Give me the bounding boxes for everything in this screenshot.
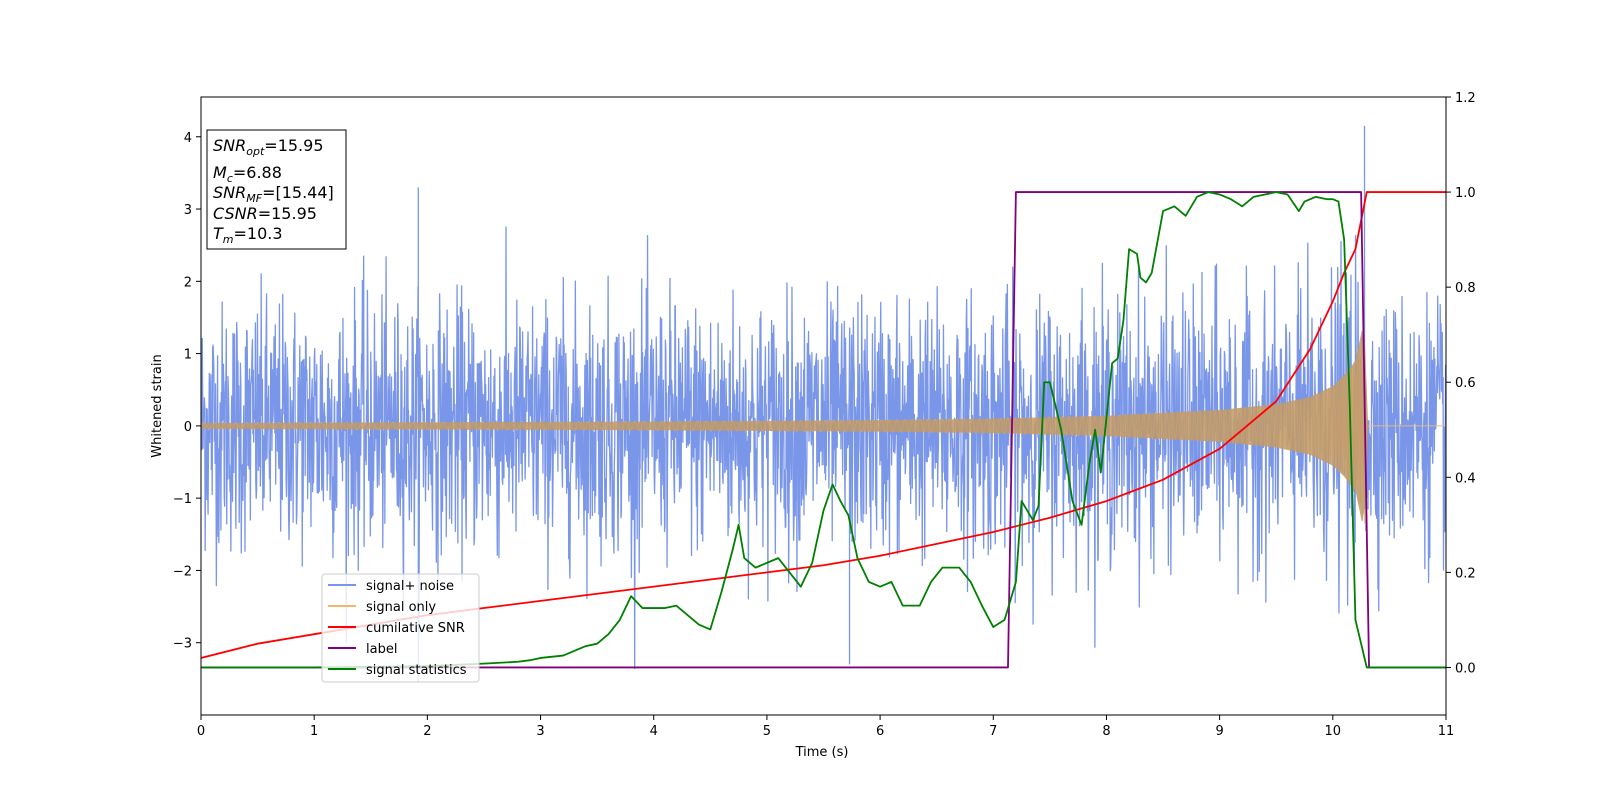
plot-frame	[200, 96, 1447, 716]
x-tick-label: 11	[1438, 724, 1455, 739]
y2-tick-label: 0.8	[1455, 281, 1476, 296]
legend-label-label: label	[366, 642, 397, 657]
y-axis-right: 0.0 0.2 0.4 0.6 0.8 1.0 1.2	[1446, 91, 1476, 676]
series-signal-statistics	[201, 191, 1446, 669]
x-tick-label: 3	[536, 724, 544, 739]
series-signal-only-envelope	[201, 329, 1446, 523]
legend-label-signal-statistics: signal statistics	[366, 663, 467, 678]
x-tick-label: 4	[650, 724, 658, 739]
y2-tick-label: 0.4	[1455, 471, 1476, 486]
x-tick-label: 5	[763, 724, 771, 739]
legend: signal+ noise signal only cumilative SNR…	[321, 573, 480, 683]
y-axis-left: −3 −2 −1 0 1 2 3 4	[173, 131, 201, 652]
x-tick-label: 6	[876, 724, 884, 739]
legend-frame	[321, 573, 480, 683]
y-tick-label: −1	[173, 492, 192, 507]
x-axis: 0 1 2 3 4 5 6 7 8 9 10 11	[197, 715, 1454, 739]
y2-tick-label: 1.2	[1455, 91, 1476, 106]
legend-label-cumulative-snr: cumilative SNR	[366, 621, 465, 636]
y2-tick-label: 0.2	[1455, 566, 1476, 581]
info-csnr: CSNR=15.95	[213, 204, 317, 223]
info-snr-mf-value: =[15.44]	[262, 183, 334, 202]
info-tm: Tm=10.3	[213, 224, 283, 246]
info-box: SNRopt=15.95 Mc=6.88 SNRMF=[15.44] CSNR=…	[206, 129, 347, 250]
info-box-frame	[206, 129, 347, 250]
x-tick-label: 7	[989, 724, 997, 739]
x-tick-label: 0	[197, 724, 205, 739]
y2-tick-label: 0.0	[1455, 661, 1476, 676]
x-tick-label: 9	[1215, 724, 1223, 739]
y-tick-label: −2	[173, 564, 192, 579]
y-axis-title: Whitened strain	[150, 354, 165, 457]
legend-label-signal-noise: signal+ noise	[366, 579, 454, 594]
info-mc-value: =6.88	[233, 163, 282, 182]
y-tick-label: 2	[184, 275, 192, 290]
info-mc: Mc=6.88	[213, 163, 282, 185]
info-tm-value: =10.3	[234, 224, 283, 243]
y-tick-label: 4	[184, 131, 192, 146]
x-tick-label: 2	[423, 724, 431, 739]
x-tick-label: 1	[310, 724, 318, 739]
y-tick-label: −3	[173, 637, 192, 652]
y2-tick-label: 1.0	[1455, 186, 1476, 201]
info-csnr-value: =15.95	[258, 204, 317, 223]
y-tick-label: 3	[184, 203, 192, 218]
info-snr-opt: SNRopt=15.95	[213, 136, 324, 158]
x-tick-label: 10	[1325, 724, 1342, 739]
x-axis-title: Time (s)	[795, 745, 849, 760]
info-snr-mf: SNRMF=[15.44]	[213, 183, 334, 205]
info-snr-opt-value: =15.95	[264, 136, 323, 155]
x-tick-label: 8	[1102, 724, 1110, 739]
y2-tick-label: 0.6	[1455, 376, 1476, 391]
y-tick-label: 0	[184, 420, 192, 435]
legend-label-signal-only: signal only	[366, 600, 436, 615]
y-tick-label: 1	[184, 348, 192, 363]
